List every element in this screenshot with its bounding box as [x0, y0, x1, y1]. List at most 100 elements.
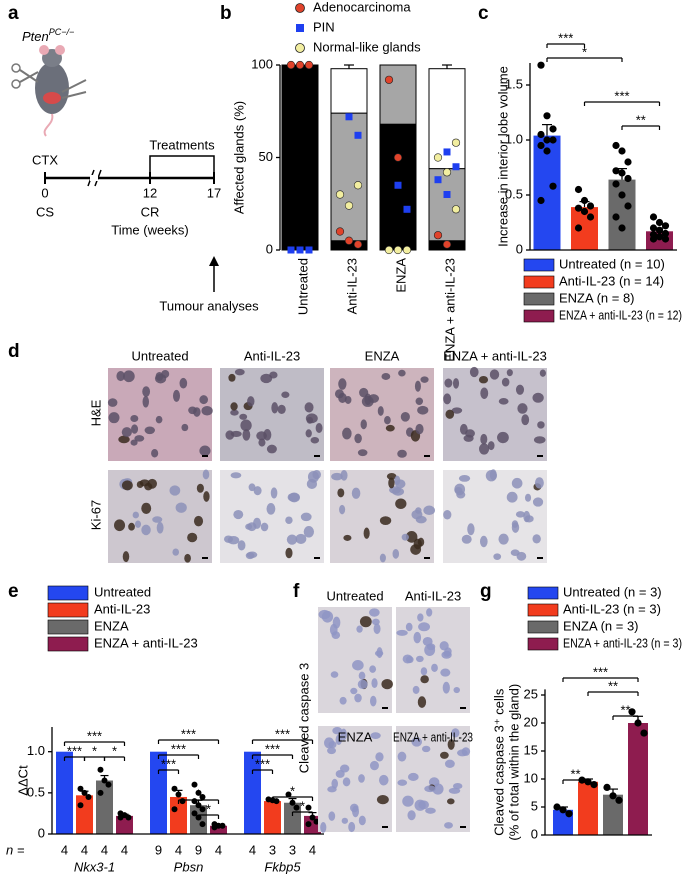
data-point: [305, 246, 313, 254]
cell-nucleus: [467, 523, 475, 536]
data-point: [289, 799, 296, 806]
data-point: [125, 814, 132, 821]
cell-nucleus: [445, 409, 455, 419]
cell-nucleus: [281, 391, 290, 399]
cell-nucleus: [202, 469, 210, 480]
significance-label: **: [608, 678, 618, 693]
cell-nucleus: [230, 402, 238, 411]
legend-label: Untreated (n = 10): [559, 256, 665, 271]
cell-nucleus: [260, 373, 273, 384]
cell-nucleus: [394, 475, 401, 486]
significance-label: ***: [265, 741, 280, 756]
legend-label: Untreated (n = 3): [563, 584, 662, 599]
cell-nucleus: [397, 449, 407, 458]
cell-nucleus: [247, 396, 255, 407]
legend-swatch: [523, 309, 555, 323]
data-point: [661, 229, 670, 238]
cell-nucleus: [128, 522, 135, 531]
data-point: [171, 785, 178, 792]
data-point: [442, 240, 452, 249]
cell-nucleus: [260, 522, 269, 532]
treatment-window: [149, 155, 215, 178]
cell-nucleus: [151, 448, 159, 458]
cell-nucleus: [480, 433, 488, 445]
cell-nucleus: [506, 369, 513, 377]
legend-label: Adenocarcinoma: [313, 0, 411, 14]
data-point: [549, 182, 557, 190]
cell-nucleus: [141, 502, 152, 514]
data-point: [353, 240, 363, 249]
n-value: 4: [121, 842, 128, 857]
panel-letter: d: [8, 341, 20, 362]
cell-nucleus: [234, 368, 245, 376]
data-point: [393, 245, 403, 255]
y-axis-label: Affected glands (%): [231, 101, 246, 214]
group-label: Pbsn: [174, 859, 204, 874]
data-point: [442, 168, 452, 177]
cell-nucleus: [242, 429, 251, 441]
legend-swatch: [47, 602, 89, 618]
cell-nucleus: [188, 406, 197, 415]
scale-bar: [537, 455, 543, 457]
cell-nucleus: [328, 811, 336, 821]
micrograph: [443, 368, 547, 461]
cell-nucleus: [199, 445, 211, 457]
legend-swatch: [527, 586, 559, 600]
data-point: [335, 227, 345, 236]
significance-label: ***: [593, 664, 608, 679]
cell-nucleus: [152, 516, 163, 523]
scale-bar: [424, 455, 430, 457]
data-point: [179, 798, 186, 805]
cell-nucleus: [335, 770, 345, 778]
data-point: [615, 796, 623, 804]
treatment-start: CTX: [32, 152, 58, 167]
cell-nucleus: [413, 631, 422, 644]
legend-label: Anti-IL-23: [94, 601, 150, 616]
cell-nucleus: [371, 618, 380, 626]
cell-nucleus: [305, 429, 312, 438]
cell-nucleus: [410, 544, 422, 555]
cell-nucleus: [397, 779, 408, 786]
cell-nucleus: [348, 821, 356, 833]
cell-nucleus: [379, 516, 392, 526]
cell-nucleus: [342, 427, 352, 440]
data-point: [628, 708, 636, 716]
cell-nucleus: [405, 530, 418, 543]
prostate: [43, 92, 61, 104]
data-point: [285, 791, 292, 798]
cell-nucleus: [465, 429, 475, 438]
significance-label: *: [290, 783, 295, 798]
significance-label: ***: [275, 726, 290, 741]
cell-nucleus: [352, 660, 364, 671]
cell-nucleus: [405, 622, 413, 632]
data-point: [603, 783, 611, 792]
data-point: [175, 791, 182, 798]
cell-nucleus: [417, 537, 425, 547]
scissors-handle: [11, 63, 21, 73]
scale-bar: [460, 707, 466, 709]
scissors: [19, 69, 39, 83]
bar: [628, 723, 648, 835]
panel-letter: f: [293, 581, 300, 602]
n-value: 3: [289, 842, 296, 857]
cell-nucleus: [396, 629, 408, 636]
data-point: [618, 147, 626, 155]
cell-nucleus: [446, 798, 455, 805]
bar: [76, 795, 93, 834]
cell-nucleus: [469, 366, 479, 378]
cell-nucleus: [285, 516, 293, 524]
significance-label: ***: [87, 728, 102, 743]
cell-nucleus: [230, 409, 239, 416]
data-point: [655, 218, 664, 227]
data-point: [649, 224, 658, 232]
cell-nucleus: [121, 427, 132, 438]
cell-nucleus: [181, 423, 189, 432]
legend-marker: [296, 24, 304, 32]
cell-nucleus: [339, 696, 347, 705]
cell-nucleus: [443, 510, 452, 520]
data-point: [618, 191, 626, 199]
cell-nucleus: [196, 483, 204, 493]
cell-nucleus: [116, 371, 125, 382]
endpoint-label: Tumour analyses: [159, 298, 259, 313]
cell-nucleus: [459, 423, 468, 435]
